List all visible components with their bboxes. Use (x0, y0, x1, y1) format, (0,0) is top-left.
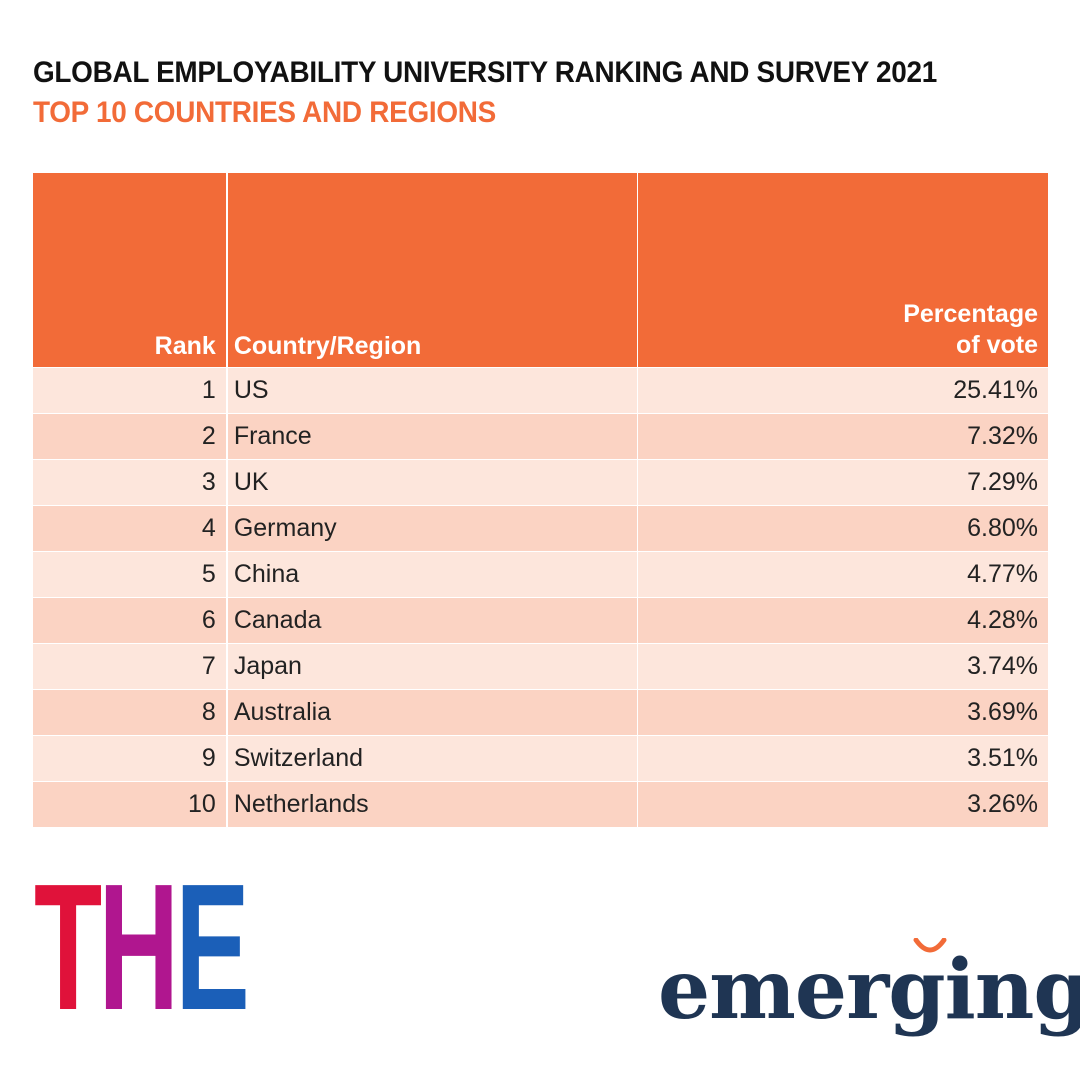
country-cell: Germany (227, 506, 638, 551)
country-cell: China (227, 552, 638, 597)
percentage-cell: 7.29% (638, 460, 1048, 505)
the-logo-e: E (175, 847, 249, 1048)
the-logo: THE (34, 858, 250, 1038)
table-row: 4 Germany 6.80% (33, 506, 1048, 551)
the-logo-h: H (98, 847, 179, 1048)
rank-cell: 9 (33, 736, 226, 781)
table-row: 9 Switzerland 3.51% (33, 736, 1048, 781)
rank-cell: 4 (33, 506, 226, 551)
country-cell: Australia (227, 690, 638, 735)
percentage-cell: 25.41% (638, 368, 1048, 413)
percentage-cell: 3.69% (638, 690, 1048, 735)
rank-cell: 5 (33, 552, 226, 597)
header-percentage-line2: of vote (956, 331, 1038, 359)
country-cell: France (227, 414, 638, 459)
country-cell: US (227, 368, 638, 413)
rank-cell: 7 (33, 644, 226, 689)
country-cell: UK (227, 460, 638, 505)
page-title: GLOBAL EMPLOYABILITY UNIVERSITY RANKING … (33, 56, 938, 89)
the-logo-t: T (34, 847, 102, 1048)
rank-cell: 6 (33, 598, 226, 643)
table-row: 1 US 25.41% (33, 368, 1048, 413)
emerging-smile-icon (913, 938, 947, 953)
percentage-cell: 3.51% (638, 736, 1048, 781)
table-header: Rank Country/Region Percentage of vote (33, 173, 1048, 367)
table-row: 3 UK 7.29% (33, 460, 1048, 505)
header-percentage: Percentage of vote (638, 173, 1048, 367)
table-row: 8 Australia 3.69% (33, 690, 1048, 735)
country-cell: Netherlands (227, 782, 638, 827)
table-row: 2 France 7.32% (33, 414, 1048, 459)
header-country: Country/Region (227, 173, 638, 367)
percentage-cell: 4.28% (638, 598, 1048, 643)
percentage-cell: 6.80% (638, 506, 1048, 551)
rank-cell: 3 (33, 460, 226, 505)
percentage-cell: 7.32% (638, 414, 1048, 459)
percentage-cell: 3.26% (638, 782, 1048, 827)
percentage-cell: 4.77% (638, 552, 1048, 597)
header-percentage-line1: Percentage (903, 300, 1038, 328)
table-row: 6 Canada 4.28% (33, 598, 1048, 643)
country-cell: Switzerland (227, 736, 638, 781)
country-cell: Japan (227, 644, 638, 689)
emerging-logo: emerging (658, 942, 1080, 1038)
rank-cell: 8 (33, 690, 226, 735)
table-row: 5 China 4.77% (33, 552, 1048, 597)
header-rank: Rank (33, 173, 226, 367)
rank-cell: 10 (33, 782, 226, 827)
rank-cell: 2 (33, 414, 226, 459)
table-row: 7 Japan 3.74% (33, 644, 1048, 689)
country-cell: Canada (227, 598, 638, 643)
page-subtitle: TOP 10 COUNTRIES AND REGIONS (33, 96, 496, 129)
percentage-cell: 3.74% (638, 644, 1048, 689)
table-row: 10 Netherlands 3.26% (33, 782, 1048, 827)
ranking-table: Rank Country/Region Percentage of vote 1… (33, 173, 1048, 827)
table-body: 1 US 25.41% 2 France 7.32% 3 UK 7.29% 4 Germany 6.8… (33, 368, 1048, 827)
rank-cell: 1 (33, 368, 226, 413)
